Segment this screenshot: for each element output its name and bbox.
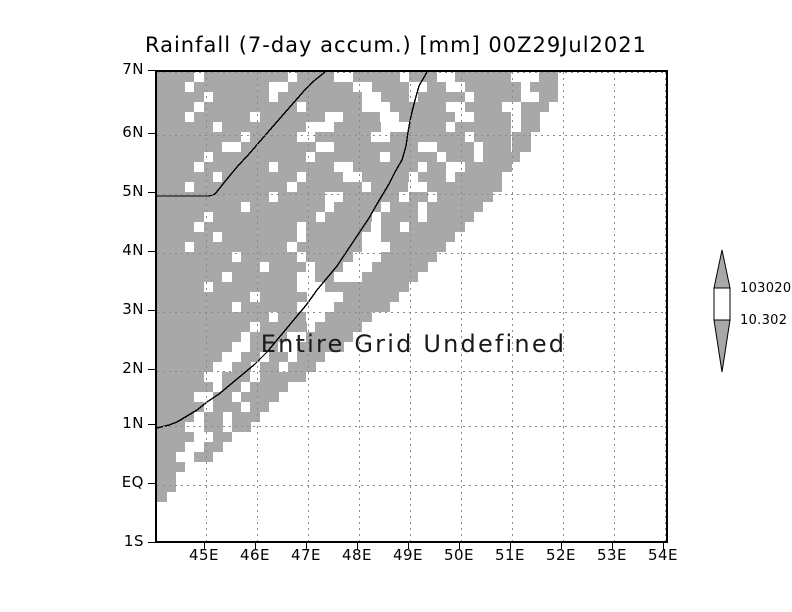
colorbar[interactable]: 103020 10.302 — [700, 248, 792, 378]
y-axis-label-2N: 2N — [122, 359, 144, 377]
x-axis-label-50E: 50E — [443, 546, 475, 564]
colorbar-label-upper: 103020 — [740, 281, 792, 296]
x-axis-tick — [306, 543, 307, 549]
y-axis-tick — [148, 424, 155, 425]
y-axis-tick — [148, 542, 155, 543]
colorbar-label-lower: 10.302 — [740, 313, 788, 328]
colorbar-middle-swatch — [713, 287, 731, 321]
y-axis-tick — [148, 70, 155, 71]
x-axis-tick — [612, 543, 613, 549]
colorbar-lower-extend-swatch — [713, 319, 731, 373]
x-axis-tick — [204, 543, 205, 549]
y-axis-tick — [148, 369, 155, 370]
coastline — [157, 72, 428, 429]
x-axis-tick — [510, 543, 511, 549]
y-axis-tick — [148, 483, 155, 484]
x-axis-tick — [459, 543, 460, 549]
y-axis-label-6N: 6N — [122, 123, 144, 141]
y-axis-tick — [148, 310, 155, 311]
x-axis-label-48E: 48E — [341, 546, 373, 564]
x-axis-label-47E: 47E — [290, 546, 322, 564]
x-axis-tick — [357, 543, 358, 549]
map-plot-area[interactable]: Entire Grid Undefined — [155, 70, 668, 543]
y-axis-tick — [148, 251, 155, 252]
y-axis-label-1S: 1S — [123, 532, 144, 550]
x-axis-label-53E: 53E — [596, 546, 628, 564]
y-axis-tick — [148, 133, 155, 134]
x-axis-label-45E: 45E — [188, 546, 220, 564]
y-axis-tick — [148, 192, 155, 193]
x-axis-tick — [255, 543, 256, 549]
x-axis-label-46E: 46E — [239, 546, 271, 564]
y-axis-label-5N: 5N — [122, 182, 144, 200]
colorbar-upper-extend-swatch — [713, 249, 731, 289]
x-axis-tick — [561, 543, 562, 549]
x-axis-tick — [663, 543, 664, 549]
y-axis-label-4N: 4N — [122, 241, 144, 259]
x-axis-label-54E: 54E — [647, 546, 679, 564]
colorbar-swatches — [713, 249, 731, 373]
x-axis-label-51E: 51E — [494, 546, 526, 564]
x-axis-label-52E: 52E — [545, 546, 577, 564]
map-canvas — [157, 72, 558, 502]
x-axis-label-49E: 49E — [392, 546, 424, 564]
page-title: Rainfall (7-day accum.) [mm] 00Z29Jul202… — [144, 33, 648, 57]
y-axis-label-1N: 1N — [122, 414, 144, 432]
y-axis-label-7N: 7N — [122, 60, 144, 78]
undefined-mask-cells — [157, 72, 558, 502]
y-axis-label-3N: 3N — [122, 300, 144, 318]
x-axis-tick — [408, 543, 409, 549]
y-axis-label-EQ: EQ — [121, 473, 144, 491]
